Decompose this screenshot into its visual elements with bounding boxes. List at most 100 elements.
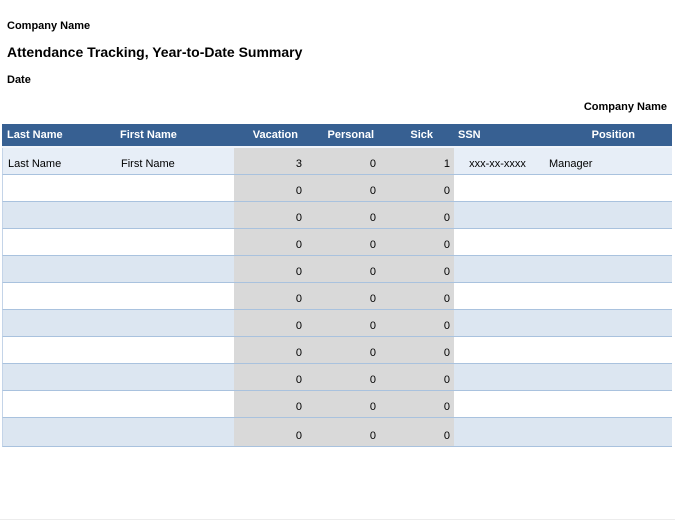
cell-sick[interactable]: 0	[381, 202, 454, 228]
column-header-position[interactable]: Position	[591, 129, 635, 141]
cell-ssn[interactable]	[454, 364, 541, 390]
cell-last_name[interactable]	[3, 202, 117, 228]
cell-first_name[interactable]	[117, 337, 234, 363]
cell-first_name[interactable]	[117, 229, 234, 255]
cell-last_name[interactable]	[3, 337, 117, 363]
cell-personal[interactable]: 0	[307, 391, 381, 417]
cell-sick[interactable]: 0	[381, 256, 454, 282]
cell-sick[interactable]: 0	[381, 229, 454, 255]
cell-sick[interactable]: 0	[381, 283, 454, 309]
cell-vacation[interactable]: 0	[234, 202, 307, 228]
cell-position[interactable]	[541, 229, 673, 255]
cell-vacation[interactable]: 0	[234, 364, 307, 390]
cell-ssn[interactable]	[454, 283, 541, 309]
column-header-vacation[interactable]: Vacation	[252, 129, 298, 141]
cell-first_name[interactable]	[117, 364, 234, 390]
cell-last_name[interactable]	[3, 310, 117, 336]
cell-sick[interactable]: 0	[381, 337, 454, 363]
cell-position[interactable]	[541, 337, 673, 363]
cell-sick[interactable]: 0	[381, 175, 454, 201]
column-header-ssn[interactable]: SSN	[458, 129, 481, 141]
cell-first_name[interactable]	[117, 175, 234, 201]
cell-position[interactable]	[541, 310, 673, 336]
cell-position[interactable]	[541, 175, 673, 201]
cell-last_name[interactable]	[3, 391, 117, 417]
cell-position[interactable]	[541, 256, 673, 282]
table-row-1: Last Name First Name 3 0 1 xxx-xx-xxxx Manager	[2, 148, 672, 175]
cell-position[interactable]	[541, 418, 673, 446]
cell-vacation[interactable]: 0	[234, 256, 307, 282]
cell-vacation[interactable]: 0	[234, 310, 307, 336]
cell-ssn[interactable]	[454, 202, 541, 228]
cell-sick[interactable]: 0	[381, 418, 454, 446]
cell-last_name[interactable]	[3, 418, 117, 446]
column-header-last_name[interactable]: Last Name	[7, 129, 63, 141]
cell-sick[interactable]: 0	[381, 391, 454, 417]
cell-sick[interactable]: 0	[381, 364, 454, 390]
cell-ssn[interactable]: xxx-xx-xxxx	[469, 158, 526, 170]
cell-vacation[interactable]: 0	[234, 337, 307, 363]
attendance-table: Last Name First Name Vacation Personal Sick S…	[2, 124, 672, 447]
cell-first_name[interactable]	[117, 283, 234, 309]
cell-first_name[interactable]	[117, 310, 234, 336]
table-body: Last Name First Name 3 0 1 xxx-xx-xxxx Manager…	[2, 148, 672, 447]
cell-ssn[interactable]	[454, 229, 541, 255]
cell-vacation[interactable]: 0	[234, 229, 307, 255]
cell-personal[interactable]: 0	[307, 364, 381, 390]
cell-last_name[interactable]	[3, 175, 117, 201]
cell-ssn[interactable]	[454, 391, 541, 417]
cell-personal[interactable]: 0	[307, 175, 381, 201]
cell-last_name[interactable]	[3, 256, 117, 282]
table-header-row: Last Name First Name Vacation Personal Sick S…	[2, 124, 672, 148]
cell-personal[interactable]: 0	[307, 256, 381, 282]
cell-first_name[interactable]	[117, 391, 234, 417]
cell-position[interactable]	[541, 283, 673, 309]
cell-sick[interactable]: 1	[381, 148, 454, 174]
cell-vacation[interactable]: 0	[234, 391, 307, 417]
company-name-heading: Company Name	[7, 20, 91, 32]
cell-ssn[interactable]	[454, 256, 541, 282]
date-label: Date	[7, 74, 31, 86]
cell-personal[interactable]: 0	[307, 148, 381, 174]
column-header-sick[interactable]: Sick	[410, 129, 433, 141]
cell-ssn[interactable]	[454, 418, 541, 446]
cell-first_name[interactable]	[117, 256, 234, 282]
cell-position[interactable]: Manager	[549, 158, 593, 170]
cell-ssn[interactable]	[454, 175, 541, 201]
cell-first_name[interactable]	[117, 418, 234, 446]
cell-sick[interactable]: 0	[381, 310, 454, 336]
cell-last_name[interactable]	[3, 283, 117, 309]
column-header-first_name[interactable]: First Name	[120, 129, 177, 141]
cell-personal[interactable]: 0	[307, 310, 381, 336]
cell-first_name[interactable]	[117, 202, 234, 228]
cell-first_name[interactable]: First Name	[121, 158, 175, 170]
cell-vacation[interactable]: 3	[234, 148, 307, 174]
cell-personal[interactable]: 0	[307, 202, 381, 228]
cell-last_name[interactable]	[3, 364, 117, 390]
column-header-personal[interactable]: Personal	[327, 129, 374, 141]
cell-personal[interactable]: 0	[307, 283, 381, 309]
cell-position[interactable]	[541, 364, 673, 390]
company-name-right-label: Company Name	[583, 101, 667, 113]
cell-ssn[interactable]	[454, 337, 541, 363]
cell-ssn[interactable]	[454, 310, 541, 336]
cell-personal[interactable]: 0	[307, 229, 381, 255]
cell-position[interactable]	[541, 202, 673, 228]
page-title: Attendance Tracking, Year-to-Date Summar…	[7, 44, 303, 60]
cell-personal[interactable]: 0	[307, 337, 381, 363]
cell-vacation[interactable]: 0	[234, 283, 307, 309]
cell-vacation[interactable]: 0	[234, 418, 307, 446]
cell-last_name[interactable]	[3, 229, 117, 255]
cell-position[interactable]	[541, 391, 673, 417]
cell-vacation[interactable]: 0	[234, 175, 307, 201]
cell-last_name[interactable]: Last Name	[8, 158, 62, 170]
cell-personal[interactable]: 0	[307, 418, 381, 446]
